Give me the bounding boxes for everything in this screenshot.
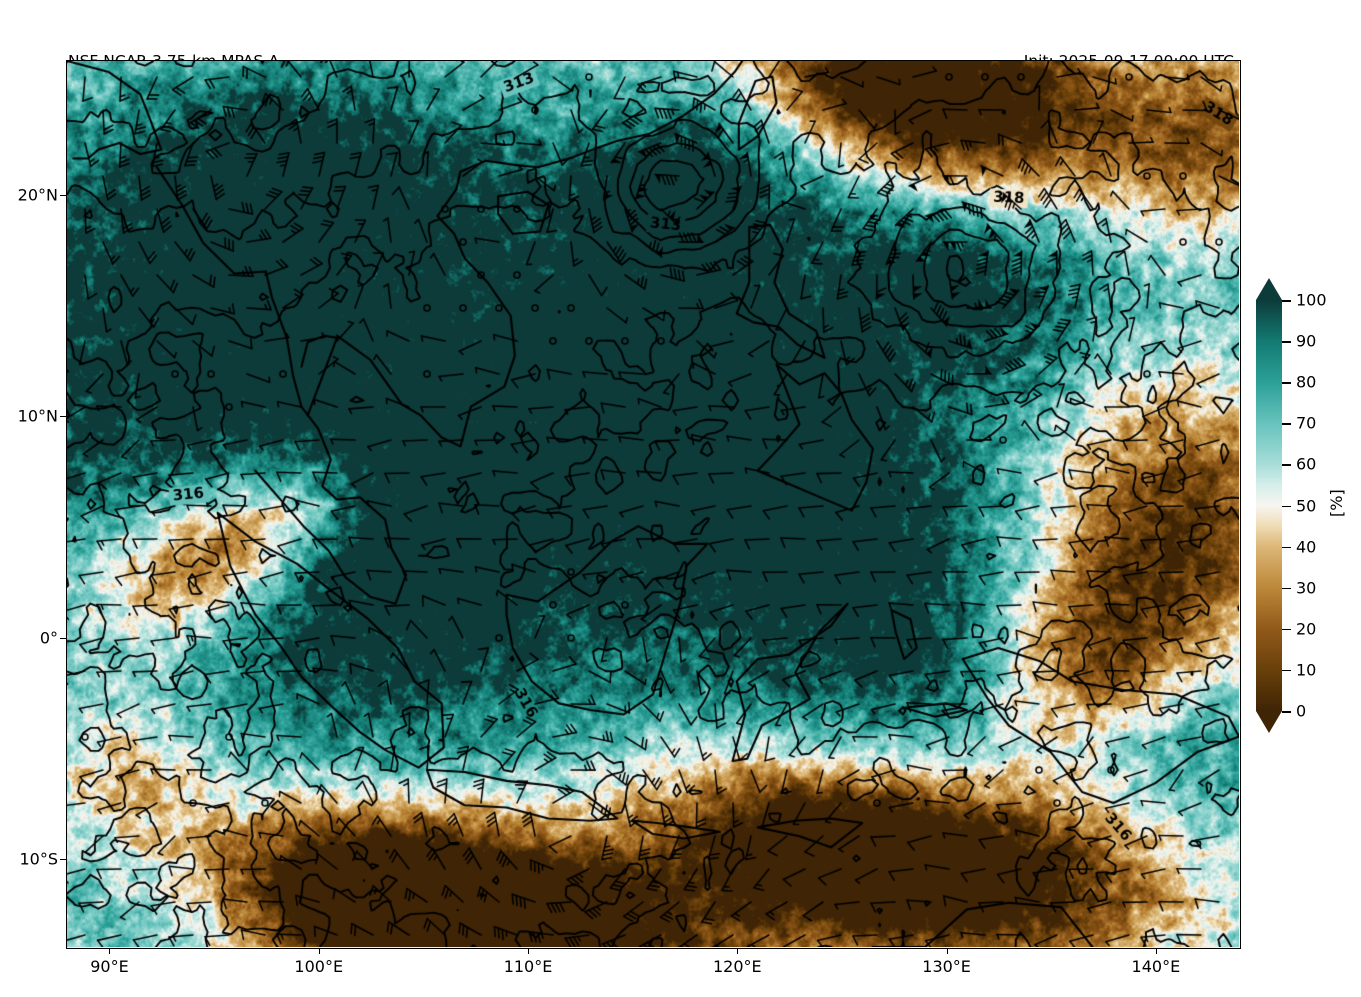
colorbar-tick-mark <box>1282 546 1291 549</box>
map-plot-area[interactable] <box>66 60 1241 949</box>
colorbar-tick-label-100: 100 <box>1296 290 1327 310</box>
xtick-mark <box>318 949 320 954</box>
colorbar-tick-mark <box>1282 423 1291 425</box>
colorbar-gradient <box>1256 300 1282 711</box>
colorbar-tick-label-90: 90 <box>1296 331 1317 351</box>
colorbar-tick-mark <box>1282 464 1291 466</box>
ytick-mark <box>60 637 66 639</box>
colorbar-tick-label-10: 10 <box>1296 660 1317 680</box>
ytick-mark <box>60 859 66 860</box>
xtick-label-110°E: 110°E <box>503 957 553 976</box>
xtick-mark <box>109 949 111 954</box>
colorbar-tick-label-50: 50 <box>1296 496 1317 515</box>
xtick-mark <box>1155 949 1157 954</box>
colorbar-over-arrow <box>1256 278 1282 300</box>
colorbar-tick-mark <box>1282 505 1291 508</box>
ytick-label-10°N: 10°N <box>17 406 58 426</box>
xtick-label-120°E: 120°E <box>712 957 762 976</box>
colorbar-tick-mark <box>1282 711 1291 713</box>
xtick-mark <box>528 949 530 954</box>
colorbar-units-label: [%] <box>1327 489 1346 517</box>
ytick-label-0°: 0° <box>39 628 58 647</box>
colorbar-tick-label-20: 20 <box>1296 619 1317 639</box>
colorbar-tick-mark <box>1282 628 1291 631</box>
xtick-label-100°E: 100°E <box>294 957 344 976</box>
xtick-label-130°E: 130°E <box>922 957 971 976</box>
colorbar-tick-label-70: 70 <box>1296 413 1317 433</box>
colorbar-tick-label-40: 40 <box>1296 537 1317 557</box>
colorbar-tick-label-80: 80 <box>1296 372 1317 392</box>
colorbar-tick-mark <box>1282 382 1291 384</box>
colorbar-tick-mark <box>1282 587 1291 590</box>
xtick-label-140°E: 140°E <box>1131 957 1181 976</box>
xtick-label-90°E: 90°E <box>90 957 129 976</box>
ytick-label-10°S: 10°S <box>19 849 58 869</box>
colorbar-tick-label-30: 30 <box>1296 578 1317 598</box>
colorbar-tick-mark <box>1282 341 1291 343</box>
relative-humidity-field <box>67 61 1239 947</box>
ytick-label-20°N: 20°N <box>17 185 58 204</box>
colorbar[interactable] <box>1256 278 1282 733</box>
colorbar-tick-label-60: 60 <box>1296 454 1317 474</box>
colorbar-under-arrow <box>1256 711 1282 733</box>
xtick-mark <box>946 949 948 954</box>
ytick-mark <box>60 416 66 417</box>
ytick-mark <box>60 194 66 196</box>
colorbar-tick-mark <box>1282 669 1291 672</box>
xtick-mark <box>737 949 739 954</box>
colorbar-tick-mark <box>1282 300 1291 302</box>
colorbar-tick-label-0: 0 <box>1296 701 1307 721</box>
